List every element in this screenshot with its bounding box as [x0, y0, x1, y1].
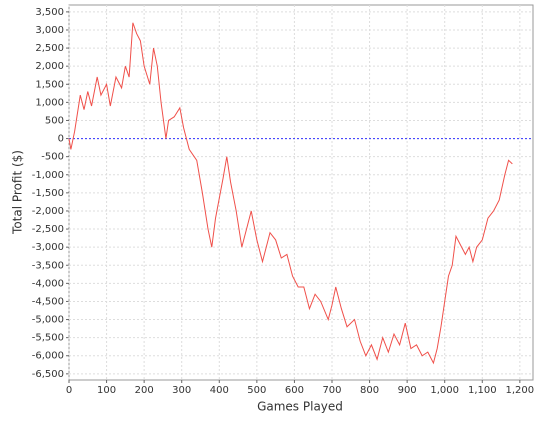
y-tick-label: -4,500 [32, 296, 64, 307]
y-tick-label: -6,500 [32, 369, 64, 380]
y-axis-label: Total Profit ($) [11, 150, 25, 235]
y-tick-label: -1,000 [32, 170, 64, 181]
y-tick-label: -4,000 [32, 278, 64, 289]
y-tick-label: 1,000 [35, 97, 64, 108]
x-tick-label: 400 [210, 385, 229, 396]
y-tick-label: -5,000 [32, 315, 64, 326]
y-tick-label: 3,500 [35, 7, 64, 18]
x-tick-label: 1,000 [430, 385, 459, 396]
y-tick-label: 2,000 [35, 61, 64, 72]
y-tick-label: 1,500 [35, 79, 64, 90]
y-tick-label: -3,500 [32, 260, 64, 271]
y-tick-label: -3,000 [32, 242, 64, 253]
x-tick-label: 900 [398, 385, 417, 396]
y-tick-label: -2,500 [32, 224, 64, 235]
x-tick-label: 600 [285, 385, 304, 396]
x-tick-label: 1,100 [468, 385, 497, 396]
y-tick-label: -500 [41, 152, 64, 163]
x-tick-label: 700 [322, 385, 341, 396]
x-tick-label: 100 [97, 385, 116, 396]
x-tick-label: 0 [66, 385, 72, 396]
x-tick-label: 800 [360, 385, 379, 396]
x-tick-label: 200 [135, 385, 154, 396]
y-tick-label: -6,000 [32, 351, 64, 362]
x-tick-label: 1,200 [506, 385, 535, 396]
y-tick-label: 500 [45, 115, 64, 126]
y-tick-label: -5,500 [32, 333, 64, 344]
y-tick-label: -1,500 [32, 188, 64, 199]
y-tick-label: -2,000 [32, 206, 64, 217]
x-tick-label: 500 [247, 385, 266, 396]
x-tick-label: 300 [172, 385, 191, 396]
data-line [68, 22, 513, 365]
x-axis-label: Games Played [257, 400, 343, 414]
y-tick-label: 2,500 [35, 43, 64, 54]
y-tick-label: 3,000 [35, 25, 64, 36]
y-tick-label: 0 [58, 134, 64, 145]
